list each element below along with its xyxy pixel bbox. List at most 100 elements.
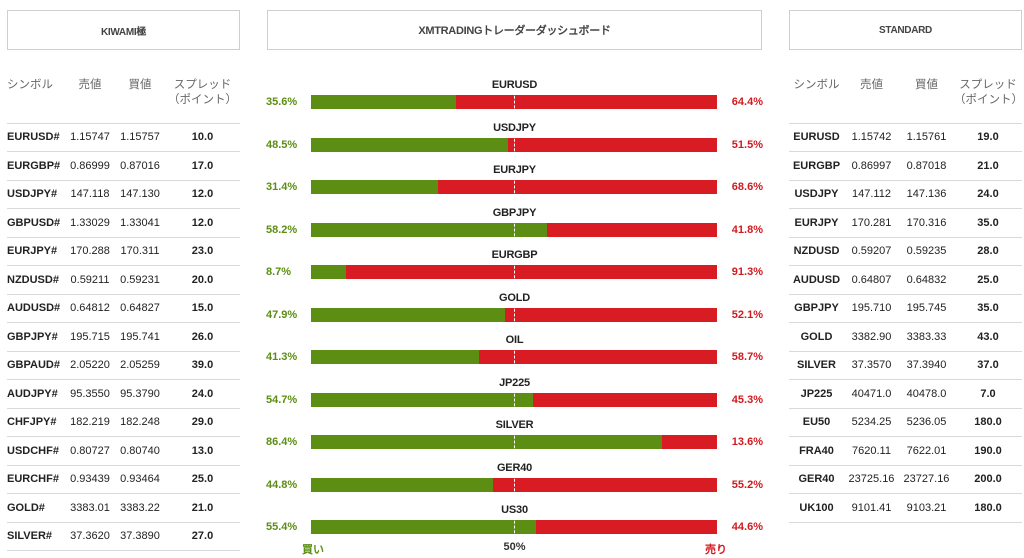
spread-cell: 20.0 bbox=[165, 265, 240, 295]
buy-percent: 35.6% bbox=[266, 96, 298, 108]
ask-cell: 2.05259 bbox=[115, 351, 165, 380]
symbol-label: EURGBP bbox=[491, 249, 538, 261]
buy-percent: 86.4% bbox=[266, 436, 298, 448]
midpoint-line bbox=[514, 346, 515, 368]
buy-bar bbox=[311, 137, 508, 152]
spread-cell: 13.0 bbox=[165, 436, 240, 466]
spread-cell: 29.0 bbox=[165, 408, 240, 437]
symbol-cell: FRA40 bbox=[789, 436, 844, 466]
table-row: GOLD# 3383.01 3383.22 21.0 bbox=[7, 493, 240, 523]
symbol-label: US30 bbox=[501, 504, 528, 516]
bid-cell: 7620.11 bbox=[844, 436, 899, 466]
buy-percent: 55.4% bbox=[266, 521, 298, 533]
sentiment-row: GER40 44.8% 55.2% bbox=[262, 457, 767, 500]
sell-percent: 55.2% bbox=[731, 478, 763, 491]
standard-header: STANDARD bbox=[789, 10, 1022, 50]
spread-cell: 19.0 bbox=[954, 123, 1022, 152]
spread-cell: 25.0 bbox=[954, 265, 1022, 295]
symbol-cell: EURJPY bbox=[789, 208, 844, 238]
symbol-cell: GER40 bbox=[789, 465, 844, 494]
bid-cell: 37.3570 bbox=[844, 351, 899, 380]
midpoint-line bbox=[514, 388, 515, 411]
buy-bar bbox=[311, 477, 493, 492]
spread-cell: 23.0 bbox=[165, 237, 240, 266]
symbol-cell: GOLD bbox=[789, 322, 844, 352]
spread-cell: 7.0 bbox=[954, 379, 1022, 409]
buy-percent: 8.7% bbox=[266, 266, 292, 278]
spread-cell: 24.0 bbox=[954, 180, 1022, 209]
bid-cell: 0.80727 bbox=[65, 436, 115, 466]
table-row: GER40 23725.16 23727.16 200.0 bbox=[789, 465, 1022, 494]
symbol-cell: AUDUSD bbox=[789, 265, 844, 295]
symbol-cell: USDJPY# bbox=[7, 180, 65, 209]
symbol-cell: CHFJPY# bbox=[7, 408, 65, 437]
symbol-cell: USDCHF# bbox=[7, 436, 65, 466]
sentiment-row: OIL 41.3% 58.7% bbox=[262, 329, 767, 372]
table-row: AUDUSD# 0.64812 0.64827 15.0 bbox=[7, 294, 240, 323]
sell-bar bbox=[311, 346, 717, 368]
table-row: EURUSD 1.15742 1.15761 19.0 bbox=[789, 123, 1022, 152]
buy-percent: 58.2% bbox=[266, 223, 298, 236]
ask-cell: 182.248 bbox=[115, 408, 165, 437]
table-row: SILVER# 37.3620 37.3890 27.0 bbox=[7, 522, 240, 551]
bid-cell: 170.288 bbox=[65, 237, 115, 266]
column-header-spread: スプレッド（ポイント） bbox=[954, 78, 1023, 124]
table-row: JP225 40471.0 40478.0 7.0 bbox=[789, 379, 1022, 409]
table-row: GBPAUD# 2.05220 2.05259 39.0 bbox=[7, 351, 240, 380]
ask-cell: 0.80740 bbox=[115, 436, 165, 466]
sell-bar bbox=[311, 176, 717, 198]
bid-cell: 3382.90 bbox=[844, 322, 899, 352]
kiwami-table-body: EURUSD# 1.15747 1.15757 10.0 EURGBP# 0.86999 0… bbox=[7, 123, 240, 551]
bid-cell: 9101.41 bbox=[844, 493, 899, 523]
ask-cell: 3383.33 bbox=[899, 322, 954, 352]
bid-cell: 147.118 bbox=[65, 180, 115, 209]
buy-bar bbox=[311, 180, 439, 194]
sell-bar bbox=[311, 261, 717, 283]
midpoint-line bbox=[514, 91, 515, 113]
sell-percent: 58.7% bbox=[731, 351, 763, 363]
spread-cell: 37.0 bbox=[954, 351, 1022, 380]
symbol-cell: USDJPY bbox=[789, 180, 844, 209]
table-row: GBPUSD# 1.33029 1.33041 12.0 bbox=[7, 208, 240, 238]
ask-cell: 170.311 bbox=[115, 237, 165, 266]
symbol-cell: EURUSD bbox=[789, 123, 844, 152]
spread-cell: 28.0 bbox=[954, 237, 1022, 266]
bid-cell: 0.64807 bbox=[844, 265, 899, 295]
ask-cell: 9103.21 bbox=[899, 493, 954, 523]
midpoint-line bbox=[514, 303, 515, 326]
symbol-label: JP225 bbox=[499, 376, 530, 389]
bid-cell: 95.3550 bbox=[65, 379, 115, 409]
bid-cell: 23725.16 bbox=[844, 465, 899, 494]
symbol-cell: AUDJPY# bbox=[7, 379, 65, 409]
table-row: EURGBP# 0.86999 0.87016 17.0 bbox=[7, 151, 240, 181]
bid-cell: 3383.01 bbox=[65, 493, 115, 523]
table-row: AUDJPY# 95.3550 95.3790 24.0 bbox=[7, 379, 240, 409]
ask-cell: 7622.01 bbox=[899, 436, 954, 466]
symbol-cell: GOLD# bbox=[7, 493, 65, 523]
sell-bar bbox=[311, 303, 717, 326]
bid-cell: 195.710 bbox=[844, 294, 899, 323]
sell-bar bbox=[311, 91, 717, 113]
sentiment-row: JP225 54.7% 45.3% bbox=[262, 372, 767, 415]
table-row: EURJPY# 170.288 170.311 23.0 bbox=[7, 237, 240, 266]
sentiment-bars: EURUSD 35.6% 64.4% USDJPY 48.5% 51.5% EURJPY 31… bbox=[262, 74, 767, 542]
buy-bar bbox=[311, 265, 347, 279]
sell-percent: 41.8% bbox=[731, 223, 763, 236]
bid-cell: 2.05220 bbox=[65, 351, 115, 380]
ask-cell: 0.59231 bbox=[115, 265, 165, 295]
table-row: SILVER 37.3570 37.3940 37.0 bbox=[789, 351, 1022, 380]
sell-bar bbox=[311, 431, 717, 453]
ask-cell: 147.136 bbox=[899, 180, 954, 209]
sell-bar bbox=[311, 218, 717, 241]
symbol-cell: GBPUSD# bbox=[7, 208, 65, 238]
buy-legend: 買い bbox=[302, 544, 324, 556]
sell-percent: 91.3% bbox=[731, 266, 763, 278]
spread-cell: 12.0 bbox=[165, 180, 240, 209]
midpoint-line bbox=[514, 218, 515, 241]
bid-cell: 0.64812 bbox=[65, 294, 115, 323]
bid-cell: 147.112 bbox=[844, 180, 899, 209]
dashboard-header: XMTRADINGトレーダーダッシュボード bbox=[267, 10, 762, 50]
standard-spread-table: シンボル 売値 買値 スプレッド（ポイント） EURUSD 1.15742 1.15… bbox=[789, 78, 1023, 523]
midpoint-line bbox=[514, 473, 515, 496]
buy-percent: 44.8% bbox=[266, 478, 298, 491]
